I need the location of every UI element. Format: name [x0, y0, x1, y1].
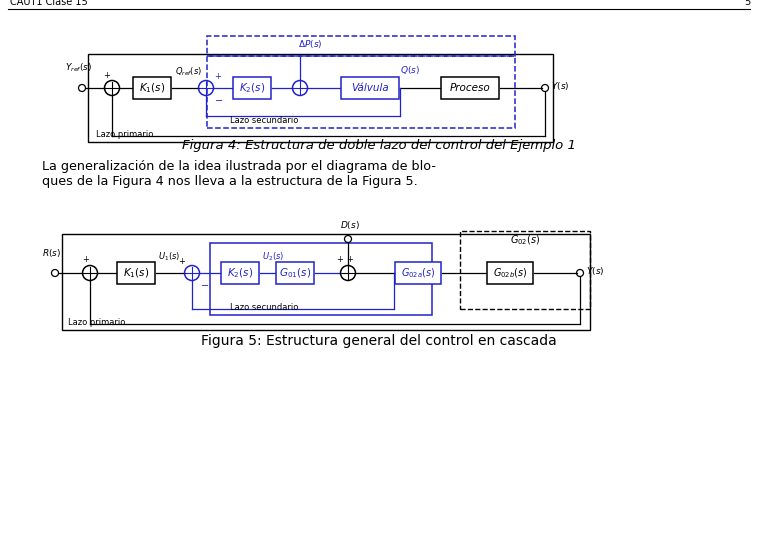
- Bar: [341, 77, 399, 99]
- Text: $D(s)$: $D(s)$: [340, 219, 360, 231]
- Text: Válvula: Válvula: [351, 83, 389, 93]
- Text: $G_{01}(s)$: $G_{01}(s)$: [279, 266, 311, 280]
- Text: $K_1(s)$: $K_1(s)$: [123, 266, 149, 280]
- Text: $Y(s)$: $Y(s)$: [586, 265, 604, 277]
- Text: +: +: [179, 257, 186, 266]
- Text: Lazo secundario: Lazo secundario: [230, 303, 299, 312]
- Text: $\Delta P(s)$: $\Delta P(s)$: [298, 38, 322, 50]
- Text: −: −: [95, 84, 103, 94]
- Text: La generalización de la idea ilustrada por el diagrama de blo-: La generalización de la idea ilustrada p…: [42, 160, 436, 173]
- Bar: [88, 54, 553, 142]
- Text: CAUT1 Clase 15: CAUT1 Clase 15: [10, 0, 88, 7]
- Text: Lazo primario: Lazo primario: [68, 318, 125, 327]
- Text: $Q_{ref}(s)$: $Q_{ref}(s)$: [175, 65, 202, 78]
- Text: $U_1(s)$: $U_1(s)$: [158, 250, 180, 263]
- Bar: [207, 36, 515, 56]
- Text: +: +: [83, 256, 89, 264]
- Bar: [487, 262, 533, 284]
- Text: $U_2(s)$: $U_2(s)$: [262, 250, 284, 263]
- Text: Proceso: Proceso: [449, 83, 490, 93]
- Bar: [133, 77, 171, 99]
- Bar: [207, 56, 515, 128]
- Text: $K_1(s)$: $K_1(s)$: [139, 81, 165, 95]
- Text: Figura 4: Estructura de doble lazo del control del Ejemplo 1: Figura 4: Estructura de doble lazo del c…: [182, 139, 576, 153]
- Bar: [233, 77, 271, 99]
- Text: −: −: [201, 281, 208, 291]
- Text: $G_{02}(s)$: $G_{02}(s)$: [510, 233, 540, 247]
- Text: $K_2(s)$: $K_2(s)$: [227, 266, 253, 280]
- Bar: [221, 262, 259, 284]
- Bar: [460, 231, 590, 309]
- Text: ques de la Figura 4 nos lleva a la estructura de la Figura 5.: ques de la Figura 4 nos lleva a la estru…: [42, 175, 418, 188]
- Text: $Y(s)$: $Y(s)$: [551, 80, 569, 92]
- Bar: [62, 234, 590, 330]
- Text: $Q(s)$: $Q(s)$: [400, 64, 420, 76]
- Text: +: +: [337, 256, 343, 264]
- Text: +: +: [104, 71, 111, 79]
- Text: −: −: [73, 269, 81, 279]
- Text: Lazo primario: Lazo primario: [96, 130, 153, 139]
- Bar: [276, 262, 314, 284]
- Bar: [441, 77, 499, 99]
- Text: Figura 5: Estructura general del control en cascada: Figura 5: Estructura general del control…: [201, 334, 557, 348]
- Text: −: −: [215, 96, 223, 106]
- Text: +: +: [215, 72, 221, 81]
- Text: $K_2(s)$: $K_2(s)$: [239, 81, 265, 95]
- Text: $R(s)$: $R(s)$: [42, 247, 61, 259]
- Bar: [210, 243, 432, 315]
- Text: $G_{02b}(s)$: $G_{02b}(s)$: [493, 266, 528, 280]
- Text: Lazo secundario: Lazo secundario: [230, 116, 299, 125]
- Text: +: +: [346, 256, 353, 264]
- Bar: [395, 262, 441, 284]
- Bar: [117, 262, 155, 284]
- Text: $G_{02a}(s)$: $G_{02a}(s)$: [401, 266, 435, 280]
- Text: 5: 5: [744, 0, 750, 7]
- Text: $Y_{ref}(s)$: $Y_{ref}(s)$: [65, 62, 92, 74]
